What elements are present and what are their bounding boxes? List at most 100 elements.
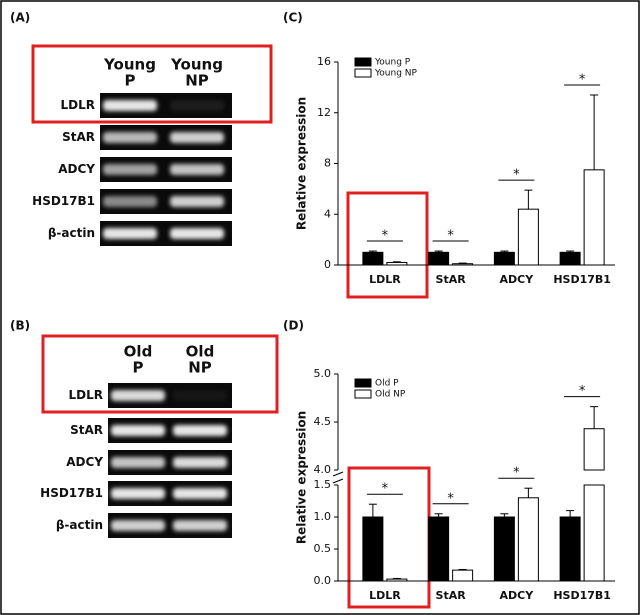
lane-label: Old xyxy=(186,343,215,361)
lane-label: Young xyxy=(170,56,223,74)
highlight-box xyxy=(31,44,273,124)
legend-swatch xyxy=(354,57,372,67)
bar xyxy=(493,251,515,266)
panel-label: (C) xyxy=(283,11,303,25)
row-label: ADCY xyxy=(58,162,95,176)
bar xyxy=(583,428,605,471)
significance-label: * xyxy=(513,168,520,183)
gel-band xyxy=(103,100,157,111)
gel-band xyxy=(173,520,227,531)
bar xyxy=(386,578,408,582)
legend-label: Old P xyxy=(375,379,399,389)
gel-band xyxy=(111,425,165,436)
bar xyxy=(428,251,450,266)
panel-label: (A) xyxy=(10,11,30,25)
significance-label: * xyxy=(447,229,454,244)
legend-label: Young P xyxy=(374,58,411,68)
row-label: HSD17B1 xyxy=(32,194,95,208)
lane-label: P xyxy=(133,359,144,377)
gel-band xyxy=(170,228,224,239)
gel-band xyxy=(103,164,157,175)
bar xyxy=(517,208,539,266)
gel-band xyxy=(173,457,227,468)
y-tick-label: 4.0 xyxy=(314,463,332,476)
row-label: LDLR xyxy=(69,388,104,402)
gel-band xyxy=(111,390,165,401)
row-label: StAR xyxy=(62,130,95,144)
legend-swatch xyxy=(354,389,372,399)
row-label: ADCY xyxy=(66,455,103,469)
gel-band xyxy=(170,196,224,207)
gel-band xyxy=(173,425,227,436)
legend-label: Young NP xyxy=(374,69,418,79)
y-tick-label: 8 xyxy=(324,157,331,170)
significance-label: * xyxy=(447,491,454,506)
x-tick-label: HSD17B1 xyxy=(553,589,611,602)
x-tick-label: LDLR xyxy=(369,273,401,286)
y-tick-label: 4 xyxy=(324,207,331,220)
bar xyxy=(452,263,474,266)
x-tick-label: StAR xyxy=(436,273,467,286)
lane-label: P xyxy=(125,72,136,90)
bar xyxy=(452,569,474,582)
row-label: StAR xyxy=(70,423,103,437)
gel-band xyxy=(173,390,227,401)
y-tick-label: 4.5 xyxy=(314,415,332,428)
y-tick-label: 0.0 xyxy=(314,574,332,587)
y-axis-label: Relative expression xyxy=(295,97,309,230)
panel-label: (D) xyxy=(283,319,304,333)
y-tick-label: 1.0 xyxy=(314,510,332,523)
highlight-box xyxy=(346,191,429,299)
y-tick-label: 0.5 xyxy=(314,542,332,555)
row-label: LDLR xyxy=(61,98,96,112)
x-tick-label: LDLR xyxy=(369,589,401,602)
bar xyxy=(583,169,605,266)
bar xyxy=(493,516,515,582)
panel-label: (B) xyxy=(10,319,30,333)
x-tick-label: ADCY xyxy=(500,589,535,602)
significance-label: * xyxy=(382,482,389,497)
gel-band xyxy=(111,520,165,531)
bar xyxy=(362,251,384,266)
bar xyxy=(428,516,450,582)
gel-band xyxy=(103,228,157,239)
gel-band xyxy=(170,100,224,111)
x-tick-label: HSD17B1 xyxy=(553,273,611,286)
y-axis-label: Relative expression xyxy=(295,411,309,544)
legend-swatch xyxy=(354,68,372,78)
row-label: HSD17B1 xyxy=(40,486,103,500)
legend-label: Old NP xyxy=(375,390,406,400)
bar xyxy=(386,261,408,266)
gel-band xyxy=(103,196,157,207)
gel-band xyxy=(103,132,157,143)
gel-band xyxy=(111,457,165,468)
gel-band xyxy=(170,164,224,175)
lane-label: NP xyxy=(188,359,212,377)
significance-label: * xyxy=(579,72,586,87)
lane-label: Young xyxy=(103,56,156,74)
legend-swatch xyxy=(354,378,372,388)
lane-label: NP xyxy=(185,72,209,90)
significance-label: * xyxy=(579,384,586,399)
significance-label: * xyxy=(513,466,520,481)
y-tick-label: 0 xyxy=(324,258,331,271)
x-tick-label: StAR xyxy=(436,589,467,602)
axis-break xyxy=(332,478,344,484)
row-label: β-actin xyxy=(48,226,95,240)
lane-label: Old xyxy=(124,343,153,361)
bar xyxy=(559,516,581,582)
y-tick-label: 16 xyxy=(317,55,331,68)
gel-band xyxy=(111,488,165,499)
x-tick-label: ADCY xyxy=(500,273,535,286)
gel-band xyxy=(173,488,227,499)
bar xyxy=(517,497,539,582)
highlight-box xyxy=(41,334,279,414)
y-tick-label: 5.0 xyxy=(314,367,332,380)
bar xyxy=(559,251,581,266)
significance-label: * xyxy=(382,229,389,244)
axis-break xyxy=(332,471,344,477)
row-label: β-actin xyxy=(56,518,103,532)
bar xyxy=(362,516,384,582)
y-tick-label: 1.5 xyxy=(314,478,332,491)
